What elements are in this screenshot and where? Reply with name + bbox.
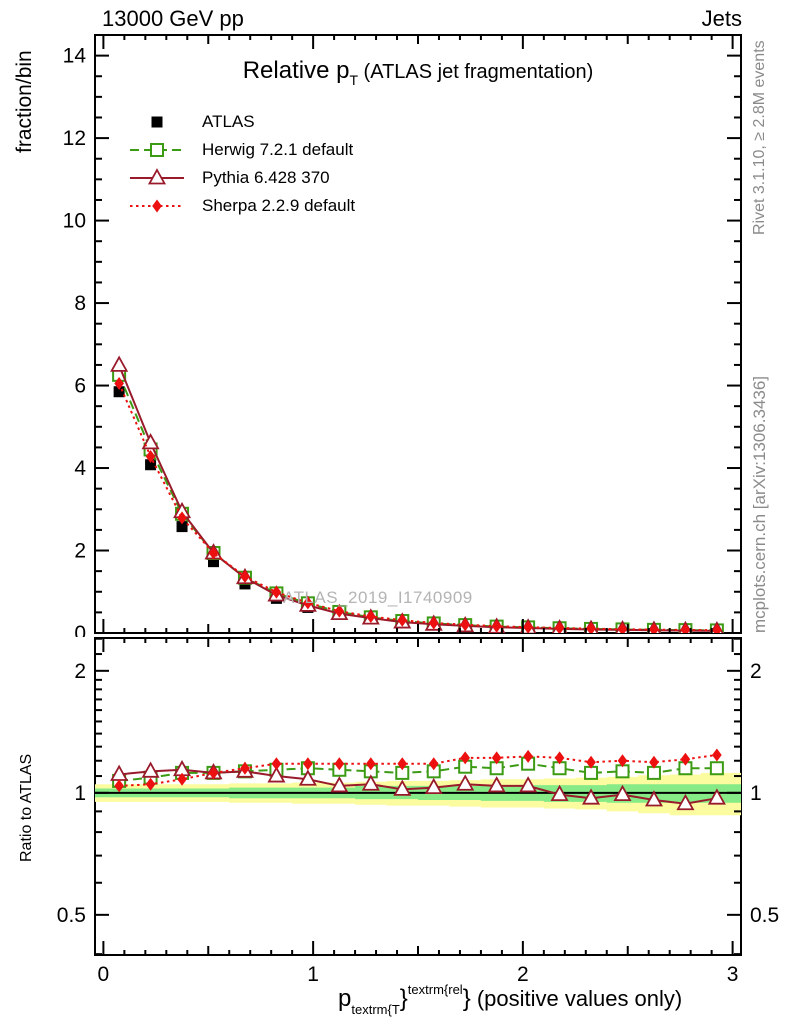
- svg-text:0: 0: [98, 963, 110, 986]
- legend-item-sherpa: Sherpa 2.2.9 default: [128, 192, 355, 220]
- pythia-marker-icon: [130, 168, 184, 185]
- legend-label-herwig: Herwig 7.2.1 default: [202, 140, 354, 159]
- top-panel-ticks: [95, 35, 741, 633]
- plot-title-subscript: T: [349, 72, 358, 88]
- svg-text:1: 1: [74, 782, 86, 805]
- svg-text:4: 4: [74, 457, 86, 480]
- svg-text:12: 12: [63, 127, 86, 150]
- x-axis-title-brace2: }: [462, 985, 471, 1012]
- top-panel-y-tick-labels: 0 2 4 6 8 10 12 14: [63, 45, 87, 645]
- legend-label-atlas: ATLAS: [202, 112, 255, 131]
- x-axis-title-subscript: textrm{T: [351, 1002, 400, 1017]
- legend-label-sherpa: Sherpa 2.2.9 default: [202, 196, 356, 215]
- sherpa-marker-icon: [130, 199, 184, 213]
- x-axis-title-superscript: textrm{rel: [407, 982, 463, 997]
- svg-text:3: 3: [727, 963, 739, 986]
- svg-text:2: 2: [750, 660, 762, 683]
- plot-title-main: Relative p: [242, 57, 350, 84]
- x-axis-title-brace1: }: [399, 985, 408, 1012]
- legend-item-atlas: ATLAS: [128, 108, 355, 136]
- svg-text:0.5: 0.5: [57, 904, 86, 927]
- legend-item-pythia: Pythia 6.428 370: [128, 164, 355, 192]
- ratio-panel-y-axis-title: Ratio to ATLAS: [18, 753, 35, 862]
- svg-text:0.5: 0.5: [750, 904, 779, 927]
- legend: ATLAS Herwig 7.2.1 default Pythia 6.428 …: [128, 108, 355, 220]
- svg-text:10: 10: [63, 210, 86, 233]
- beam-energy-label: 13000 GeV pp: [102, 6, 244, 31]
- x-axis-title-base: p: [338, 985, 352, 1012]
- svg-text:0: 0: [74, 622, 86, 645]
- svg-text:2: 2: [74, 540, 86, 563]
- svg-text:6: 6: [74, 375, 86, 398]
- top-panel-frame: [94, 34, 742, 634]
- x-axis-title: ptextrm{T}textrm{rel} (positive values o…: [338, 982, 682, 1017]
- atlas-marker-icon: [151, 116, 163, 128]
- watermark-analysis-id: ATLAS_2019_I1740909: [283, 588, 473, 607]
- top-panel-series: [110, 355, 724, 633]
- top-panel-y-axis-title: fraction/bin: [13, 50, 36, 153]
- svg-text:8: 8: [74, 292, 86, 315]
- ratio-panel-ticks: [95, 637, 741, 956]
- x-axis-tick-labels: 0 1 2 3: [98, 963, 739, 986]
- analysis-group-label: Jets: [701, 6, 742, 31]
- svg-text:14: 14: [63, 45, 87, 68]
- legend-label-pythia: Pythia 6.428 370: [202, 168, 330, 187]
- x-axis-title-rest: (positive values only): [470, 986, 683, 1011]
- svg-text:1: 1: [307, 963, 319, 986]
- svg-text:1: 1: [750, 782, 762, 805]
- plot-title: Relative pT (ATLAS jet fragmentation): [95, 57, 741, 88]
- plot-title-rest: (ATLAS jet fragmentation): [358, 61, 594, 83]
- herwig-marker-icon: [130, 143, 184, 157]
- rivet-version-note: Rivet 3.1.10, ≥ 2.8M events: [751, 40, 768, 235]
- mcplots-reference-note: mcplots.cern.ch [arXiv:1306.3436]: [750, 375, 769, 633]
- ratio-panel-y-tick-labels: 0.5 0.5 1 1 2 2: [57, 660, 779, 927]
- legend-item-herwig: Herwig 7.2.1 default: [128, 136, 355, 164]
- svg-text:2: 2: [74, 660, 86, 683]
- svg-text:2: 2: [517, 963, 529, 986]
- ratio-panel-content: [95, 748, 741, 816]
